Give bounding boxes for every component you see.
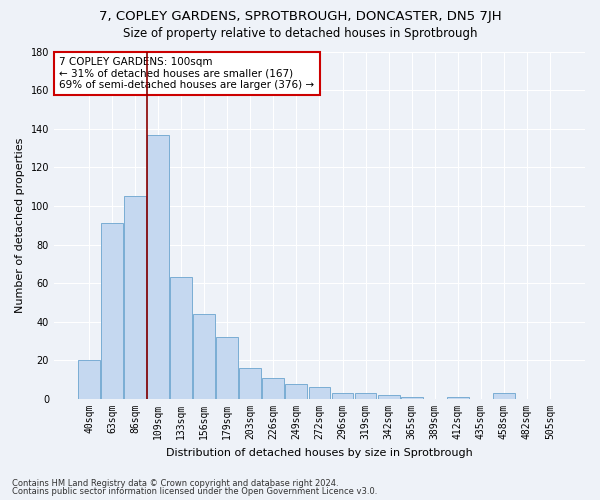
- X-axis label: Distribution of detached houses by size in Sprotbrough: Distribution of detached houses by size …: [166, 448, 473, 458]
- Bar: [262, 378, 284, 399]
- Bar: [193, 314, 215, 399]
- Bar: [286, 384, 307, 399]
- Bar: [401, 397, 422, 399]
- Bar: [493, 394, 515, 399]
- Bar: [239, 368, 261, 399]
- Bar: [308, 388, 331, 399]
- Bar: [332, 394, 353, 399]
- Bar: [124, 196, 146, 399]
- Bar: [78, 360, 100, 399]
- Text: Contains public sector information licensed under the Open Government Licence v3: Contains public sector information licen…: [12, 487, 377, 496]
- Bar: [147, 134, 169, 399]
- Bar: [101, 224, 123, 399]
- Bar: [377, 395, 400, 399]
- Bar: [447, 397, 469, 399]
- Bar: [170, 278, 192, 399]
- Bar: [217, 338, 238, 399]
- Text: 7, COPLEY GARDENS, SPROTBROUGH, DONCASTER, DN5 7JH: 7, COPLEY GARDENS, SPROTBROUGH, DONCASTE…: [98, 10, 502, 23]
- Bar: [355, 394, 376, 399]
- Text: 7 COPLEY GARDENS: 100sqm
← 31% of detached houses are smaller (167)
69% of semi-: 7 COPLEY GARDENS: 100sqm ← 31% of detach…: [59, 56, 314, 90]
- Y-axis label: Number of detached properties: Number of detached properties: [15, 138, 25, 313]
- Text: Contains HM Land Registry data © Crown copyright and database right 2024.: Contains HM Land Registry data © Crown c…: [12, 478, 338, 488]
- Text: Size of property relative to detached houses in Sprotbrough: Size of property relative to detached ho…: [123, 28, 477, 40]
